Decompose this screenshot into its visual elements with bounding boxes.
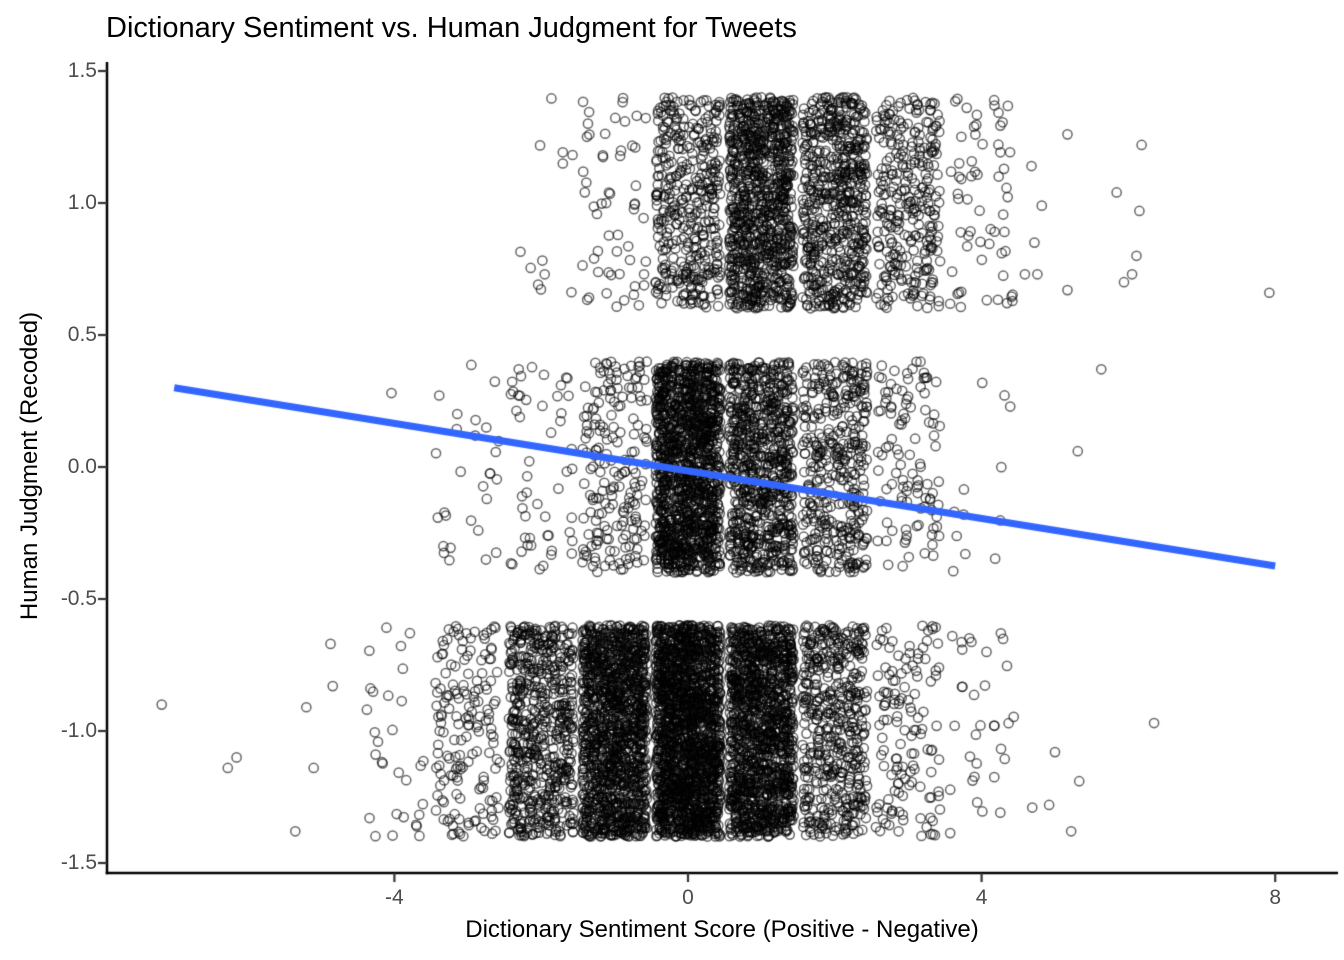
x-tick-label: 0 (682, 886, 694, 909)
x-tick-label: 8 (1269, 886, 1282, 909)
x-tick-label: 4 (975, 886, 988, 909)
y-tick-label: 1.0 (67, 191, 97, 214)
y-tick-label: -0.5 (60, 587, 97, 610)
chart-title: Dictionary Sentiment vs. Human Judgment … (106, 12, 797, 44)
y-tick-label: 0.5 (67, 323, 97, 346)
y-tick-label: 1.5 (67, 59, 97, 82)
x-axis-title: Dictionary Sentiment Score (Positive - N… (465, 916, 979, 943)
y-tick-label: -1.5 (60, 851, 97, 874)
y-tick-label: 0.0 (67, 455, 97, 478)
x-tick-label: -4 (385, 886, 404, 909)
y-tick-label: -1.0 (60, 719, 97, 742)
